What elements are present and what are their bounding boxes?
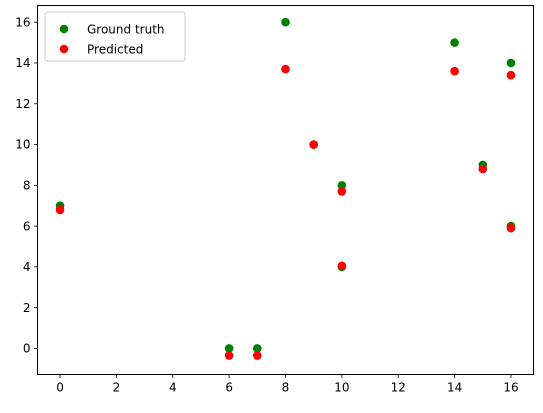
legend-label: Ground truth	[87, 22, 165, 36]
x-tick-label: 6	[225, 381, 233, 395]
y-tick-label: 4	[23, 260, 31, 274]
ground-truth-point	[507, 59, 516, 68]
x-tick-label: 4	[169, 381, 177, 395]
predicted-point	[253, 351, 262, 360]
ground-truth-point	[450, 38, 459, 47]
x-tick-label: 14	[447, 381, 462, 395]
y-tick-label: 10	[15, 138, 30, 152]
x-tick-label: 10	[334, 381, 349, 395]
x-tick-label: 0	[56, 381, 64, 395]
y-tick-label: 6	[23, 219, 31, 233]
y-tick-label: 14	[15, 56, 30, 70]
axes-ticks: 0 2 4 6 8 10 12 14 16 0 2 4 6 8 10 12 14 16	[15, 15, 518, 394]
x-tick-label: 16	[503, 381, 518, 395]
predicted-point	[450, 67, 459, 76]
predicted-point	[309, 140, 318, 149]
legend-marker	[60, 25, 69, 34]
predicted-point	[281, 65, 290, 74]
x-tick-label: 2	[113, 381, 121, 395]
predicted-point	[56, 205, 65, 214]
y-tick-label: 8	[23, 179, 31, 193]
series-predicted	[56, 65, 516, 360]
predicted-point	[225, 351, 234, 360]
predicted-point	[338, 262, 347, 271]
legend-label: Predicted	[87, 42, 143, 56]
predicted-point	[478, 165, 487, 174]
predicted-point	[507, 71, 516, 80]
y-tick-label: 16	[15, 15, 30, 29]
x-tick-label: 12	[391, 381, 406, 395]
predicted-point	[338, 187, 347, 196]
legend: Ground truth Predicted	[45, 12, 185, 61]
y-tick-label: 0	[23, 342, 31, 356]
x-tick-label: 8	[282, 381, 290, 395]
predicted-point	[507, 224, 516, 233]
ground-truth-point	[281, 18, 290, 27]
data-points	[56, 18, 516, 360]
legend-marker	[60, 45, 69, 54]
y-tick-label: 2	[23, 301, 31, 315]
y-tick-label: 12	[15, 97, 30, 111]
